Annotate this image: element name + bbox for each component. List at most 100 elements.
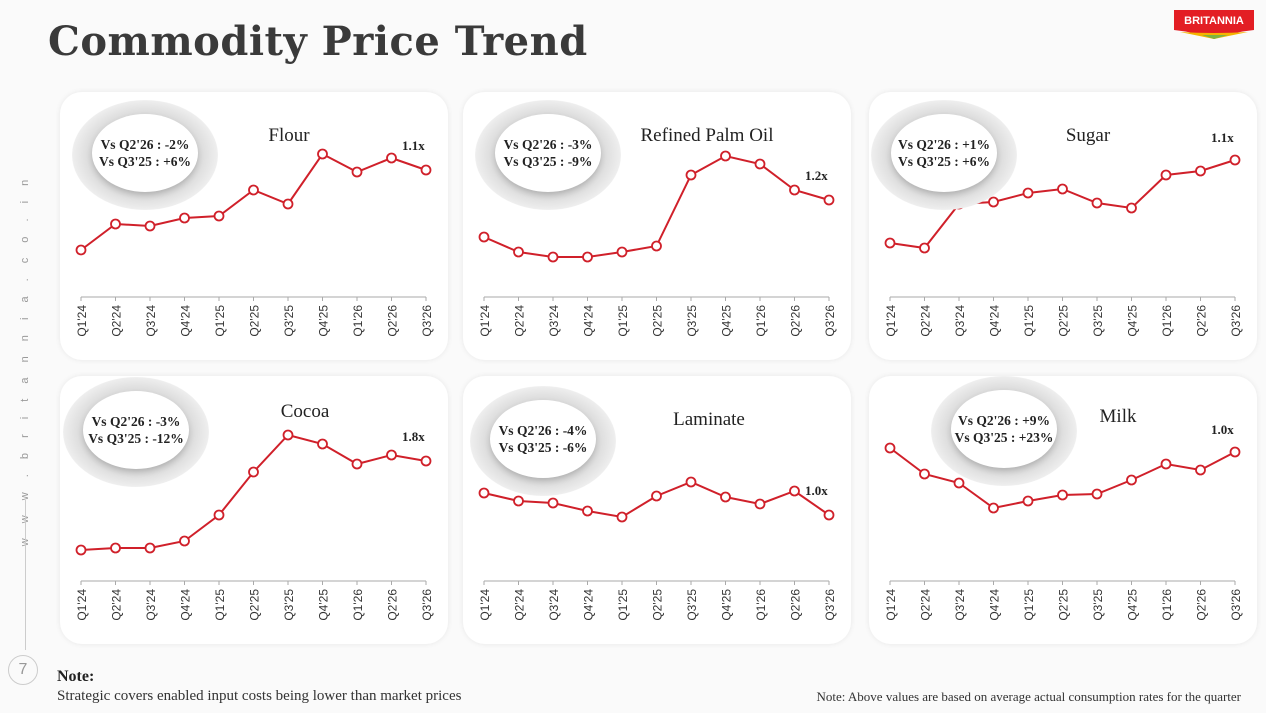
x-tick-label: Q2'24 [110, 589, 124, 621]
callout-bubble: Vs Q2'26 : +9% Vs Q3'25 : +23% [931, 376, 1077, 486]
x-tick-label: Q1'24 [75, 589, 89, 621]
x-tick-label: Q3'26 [420, 305, 434, 337]
end-multiplier-label: 1.1x [1211, 130, 1234, 145]
x-tick-label: Q1'24 [884, 305, 898, 337]
chart-panel-flour: Q1'24 Q2'24 Q3'24 Q4'24 Q1'25 Q2'25 Q3'25 Q4'25… [60, 92, 448, 360]
data-point [110, 218, 121, 230]
callout-bubble: Vs Q2'26 : -2% Vs Q3'25 : +6% [72, 100, 218, 210]
callout-text: Vs Q2'26 : +1% Vs Q3'25 : +6% [891, 114, 997, 192]
x-tick-label: Q2'24 [919, 305, 933, 337]
data-point [478, 487, 490, 499]
website-text: w w w . b r i t a n n i a . c o . i n [19, 173, 31, 547]
data-point [754, 158, 766, 170]
x-tick-label: Q1'26 [1160, 589, 1174, 621]
data-point [1022, 495, 1034, 507]
chart-panel-palm-oil: Q1'24 Q2'24 Q3'24 Q4'24 Q1'25 Q2'25 Q3'25 Q4'25… [463, 92, 851, 360]
callout-line: Vs Q3'25 : +6% [897, 154, 991, 169]
data-point [213, 509, 225, 521]
data-point [75, 244, 87, 256]
x-tick-label: Q2'26 [789, 305, 803, 337]
britannia-logo: BRITANNIA [1174, 10, 1254, 39]
callout-line: Vs Q2'26 : -3% [91, 414, 181, 429]
data-point [1160, 458, 1172, 470]
x-tick-label: Q1'26 [351, 305, 365, 337]
data-point [386, 449, 397, 461]
data-point [386, 152, 397, 164]
data-point [317, 148, 328, 160]
x-tick-label: Q2'26 [386, 589, 400, 621]
callout-line: Vs Q3'25 : -6% [498, 440, 588, 455]
data-point [420, 455, 432, 467]
chart-milk: Q1'24 Q2'24 Q3'24 Q4'24 Q1'25 Q2'25 Q3'25 Q4'25… [884, 442, 1243, 621]
x-tick-label: Q3'24 [144, 589, 158, 621]
x-tick-label: Q2'26 [789, 589, 803, 621]
note-heading: Note: [57, 668, 95, 685]
callout-line: Vs Q3'25 : +23% [954, 430, 1054, 445]
x-tick-label: Q3'26 [1229, 589, 1243, 621]
data-point [1195, 464, 1206, 476]
callout-bubble: Vs Q2'26 : -3% Vs Q3'25 : -12% [63, 377, 209, 487]
end-multiplier-label: 1.2x [805, 168, 828, 183]
callout-line: Vs Q2'26 : -4% [498, 423, 588, 438]
data-point [1126, 474, 1137, 486]
data-point [988, 502, 999, 514]
data-point [478, 231, 490, 243]
x-tick-label: Q1'26 [351, 589, 365, 621]
callout-bubble: Vs Q2'26 : +1% Vs Q3'25 : +6% [871, 100, 1017, 210]
x-tick-label: Q1'26 [754, 589, 768, 621]
x-tick-label: Q4'24 [179, 305, 193, 337]
data-point [720, 491, 731, 503]
callout-line: Vs Q3'25 : -12% [88, 431, 184, 446]
x-tick-label: Q3'24 [547, 305, 561, 337]
callout-line: Vs Q2'26 : +9% [957, 413, 1051, 428]
chart-title: Sugar [1065, 125, 1111, 146]
end-multiplier-label: 1.1x [402, 138, 425, 153]
data-point [685, 476, 697, 488]
data-point [75, 544, 87, 556]
x-tick-label: Q1'25 [616, 305, 630, 337]
x-tick-label: Q2'26 [1195, 305, 1209, 337]
chart-panel-sugar: Q1'24 Q2'24 Q3'24 Q4'24 Q1'25 Q2'25 Q3'25 Q4'25… [869, 92, 1257, 360]
data-point [685, 169, 697, 181]
data-point [1057, 489, 1068, 501]
x-tick-label: Q3'26 [823, 589, 837, 621]
chart-panel-cocoa: Q1'24 Q2'24 Q3'24 Q4'24 Q1'25 Q2'25 Q3'25 Q4'25… [60, 376, 448, 644]
x-tick-label: Q3'26 [823, 305, 837, 337]
x-tick-label: Q1'25 [213, 589, 227, 621]
note-text: Strategic covers enabled input costs bei… [57, 688, 462, 704]
x-tick-label: Q2'26 [1195, 589, 1209, 621]
x-tick-label: Q4'24 [988, 589, 1002, 621]
data-point [282, 429, 294, 441]
data-point [582, 505, 593, 517]
data-point [1126, 202, 1137, 214]
data-point [248, 184, 259, 196]
callout-text: Vs Q2'26 : -4% Vs Q3'25 : -6% [490, 400, 596, 478]
chart-flour: Q1'24 Q2'24 Q3'24 Q4'24 Q1'25 Q2'25 Q3'25 Q4'25… [75, 148, 434, 337]
callout-bubble: Vs Q2'26 : -3% Vs Q3'25 : -9% [475, 100, 621, 210]
chart-title: Laminate [673, 409, 745, 430]
callout-text: Vs Q2'26 : -3% Vs Q3'25 : -9% [495, 114, 601, 192]
x-tick-label: Q1'26 [1160, 305, 1174, 337]
data-point [1022, 187, 1034, 199]
data-point [1057, 183, 1068, 195]
x-tick-label: Q3'25 [1091, 589, 1105, 621]
x-tick-label: Q1'24 [884, 589, 898, 621]
x-tick-label: Q3'25 [282, 305, 296, 337]
x-tick-label: Q2'25 [651, 589, 665, 621]
callout-line: Vs Q3'25 : +6% [98, 154, 192, 169]
x-tick-label: Q2'24 [110, 305, 124, 337]
chart-title: Cocoa [280, 401, 330, 422]
x-tick-label: Q3'24 [144, 305, 158, 337]
data-point [179, 212, 190, 224]
x-tick-label: Q3'25 [685, 589, 699, 621]
data-point [884, 237, 896, 249]
x-tick-label: Q3'26 [420, 589, 434, 621]
data-point [351, 458, 363, 470]
x-tick-label: Q1'25 [213, 305, 227, 337]
callout-text: Vs Q2'26 : -3% Vs Q3'25 : -12% [83, 391, 189, 469]
data-point [317, 438, 328, 450]
x-tick-label: Q3'26 [1229, 305, 1243, 337]
x-tick-label: Q4'25 [720, 589, 734, 621]
chart-panel-milk: Q1'24 Q2'24 Q3'24 Q4'24 Q1'25 Q2'25 Q3'25 Q4'25… [869, 376, 1257, 644]
x-tick-label: Q3'25 [685, 305, 699, 337]
